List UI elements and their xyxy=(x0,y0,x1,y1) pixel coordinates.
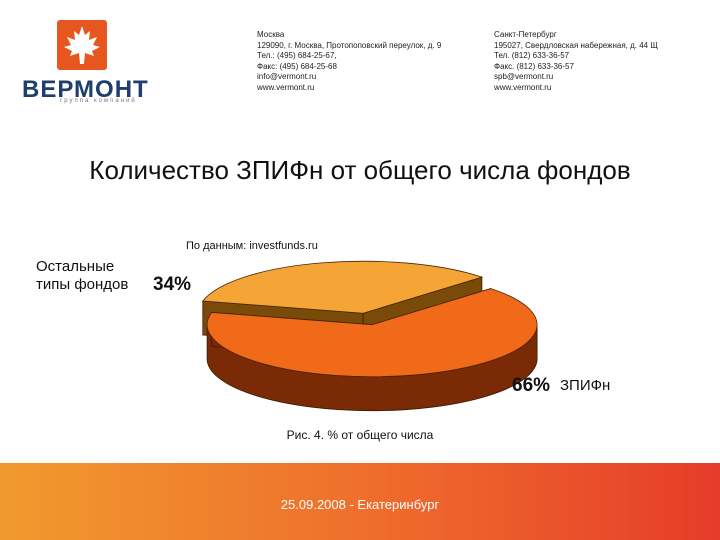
slide-title: Количество ЗПИФн от общего числа фондов xyxy=(89,155,631,185)
slice-value-other: 34% xyxy=(153,274,192,295)
pie-slice-other-top xyxy=(202,260,484,314)
slice-label-other: Остальные типы фондов xyxy=(36,258,129,293)
footer-date-location: 25.09.2008 - Екатеринбург xyxy=(280,497,440,512)
logo-badge xyxy=(57,20,107,70)
brand-subtitle: группа компаний xyxy=(60,98,137,104)
pie-slice-zpifn-top xyxy=(206,288,538,378)
brand-name: ВЕРМОНТ xyxy=(22,76,149,103)
data-source: По данным: investfunds.ru xyxy=(186,240,318,252)
slice-label-zpifn: ЗПИФн xyxy=(560,377,611,394)
slice-value-zpifn: 66% xyxy=(512,375,551,396)
contact-moscow: Москва 129090, г. Москва, Протопоповский… xyxy=(257,30,442,92)
contact-spb: Санкт-Петербург 195027, Свердловская наб… xyxy=(494,30,658,92)
maple-leaf-icon xyxy=(64,26,100,64)
footer-bar: 25.09.2008 - Екатеринбург xyxy=(0,463,720,540)
figure-caption: Рис. 4. % от общего числа xyxy=(286,428,434,442)
